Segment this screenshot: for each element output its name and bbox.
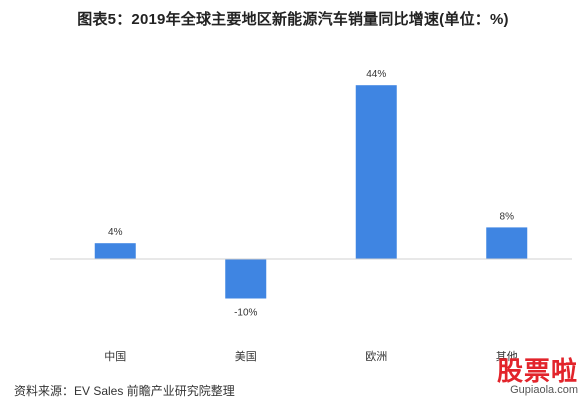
category-label-1: 美国	[235, 350, 257, 363]
bar-3	[486, 227, 528, 259]
category-label-3: 其他	[496, 350, 518, 363]
source-note: 资料来源：EV Sales 前瞻产业研究院整理	[14, 384, 235, 398]
value-labels-group: 4% -10% 44% 8%	[108, 69, 514, 318]
value-label-3: 8%	[500, 211, 515, 222]
value-label-0: 4%	[108, 227, 123, 238]
logo-site: Gupiaola.com	[510, 384, 578, 396]
bars-group	[94, 85, 528, 299]
bar-2	[355, 85, 397, 259]
bar-1	[225, 259, 267, 299]
category-labels-group: 中国 美国 欧洲 其他	[104, 350, 518, 363]
category-label-2: 欧洲	[365, 350, 387, 363]
chart-title: 图表5：2019年全球主要地区新能源汽车销量同比增速(单位：%)	[77, 11, 509, 28]
value-label-2: 44%	[366, 69, 386, 80]
bar-0	[94, 243, 136, 259]
category-label-0: 中国	[104, 350, 126, 363]
logo-mark: 股票啦	[496, 357, 578, 387]
value-label-1: -10%	[234, 308, 257, 319]
corner-logo: 股票啦 Gupiaola.com	[497, 351, 578, 396]
